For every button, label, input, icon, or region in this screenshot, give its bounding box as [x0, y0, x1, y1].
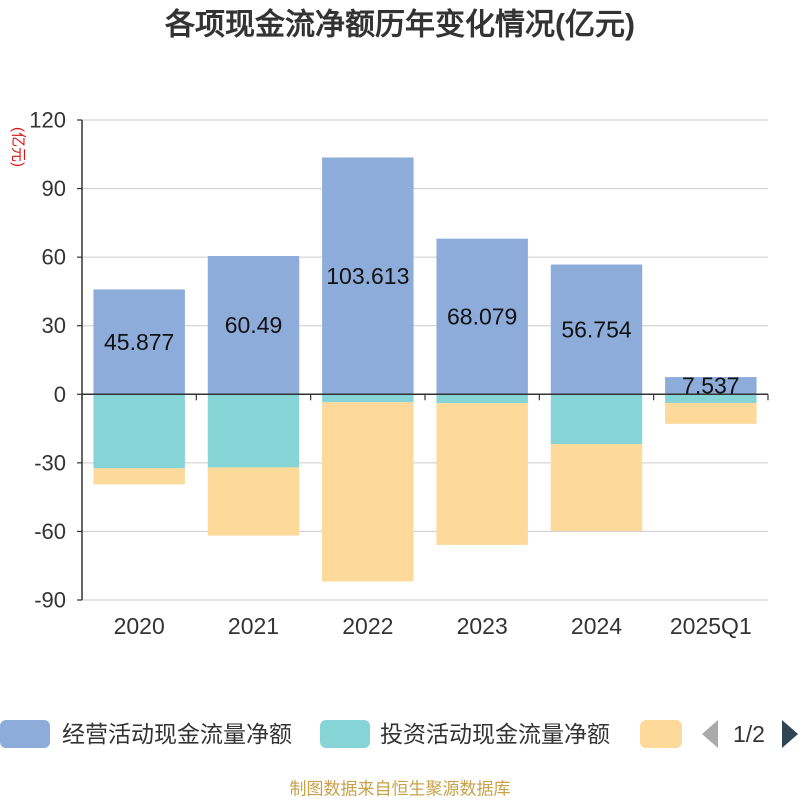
x-tick-label-2021: 2021	[228, 613, 279, 639]
bar-series2-2022	[322, 402, 414, 582]
legend-label-operating: 经营活动现金流量净额	[62, 721, 292, 747]
axis-layer: 120 90 60 30 0 -30 -60 -90 2020 2021 2022 2023 2024 2…	[29, 108, 769, 639]
bar-series1-2025Q1	[665, 394, 757, 403]
bar-series1-2023	[436, 394, 528, 404]
x-tick-label-2024: 2024	[571, 613, 622, 639]
bar-series2-2021	[207, 467, 300, 536]
legend-item-investing-cash-flow[interactable]: 投资活动现金流量净额	[320, 720, 610, 748]
y-tick-label: 30	[42, 313, 66, 338]
bar-layer	[93, 157, 757, 582]
y-tick-label: -30	[34, 450, 66, 475]
data-label-2022: 103.613	[326, 263, 409, 289]
data-label-2020: 45.877	[104, 329, 174, 355]
data-label-layer: 45.877 60.49 103.613 68.079 56.754 7.537	[104, 263, 740, 399]
bar-series1-2022	[322, 394, 414, 403]
bar-series2-2023	[436, 403, 528, 545]
chart-title: 各项现金流净额历年变化情况(亿元)	[164, 8, 635, 42]
chevron-left-icon	[702, 720, 718, 748]
y-tick-label: 60	[42, 245, 66, 270]
bar-series1-2024	[550, 394, 643, 445]
y-axis-name: (亿元)	[10, 127, 27, 167]
bar-series0-2023	[436, 238, 528, 395]
x-tick-label-2025Q1: 2025Q1	[670, 613, 752, 639]
bar-series0-2025Q1	[665, 377, 757, 395]
data-label-2024: 56.754	[561, 316, 632, 342]
bar-series2-2024	[550, 444, 643, 531]
bar-series1-2020	[93, 394, 185, 469]
y-tick-label: 120	[29, 108, 66, 133]
bar-series0-2020	[93, 289, 185, 395]
legend: 经营活动现金流量净额 投资活动现金流量净额 1/2	[0, 720, 798, 748]
legend-swatch-third	[640, 720, 682, 748]
x-tick-label-2023: 2023	[457, 613, 508, 639]
legend-page-indicator: 1/2	[733, 721, 765, 747]
legend-next-button[interactable]	[782, 720, 798, 748]
x-tick-label-2020: 2020	[114, 613, 165, 639]
chevron-right-icon	[782, 720, 798, 748]
x-tick-label-2022: 2022	[342, 613, 393, 639]
bar-series2-2025Q1	[665, 402, 757, 424]
y-tick-label: -90	[34, 588, 66, 613]
source-note: 制图数据来自恒生聚源数据库	[290, 780, 511, 799]
legend-swatch-investing	[320, 720, 370, 748]
y-tick-label: 0	[54, 382, 66, 407]
legend-swatch-operating	[0, 720, 50, 748]
grid-layer	[82, 119, 768, 601]
legend-prev-button[interactable]	[702, 720, 718, 748]
y-tick-label: -60	[34, 519, 66, 544]
data-label-2023: 68.079	[447, 303, 517, 329]
legend-item-third-series[interactable]	[640, 720, 682, 748]
bar-series0-2024	[550, 264, 643, 395]
bar-series0-2022	[322, 157, 414, 395]
legend-item-operating-cash-flow[interactable]: 经营活动现金流量净额	[0, 720, 292, 748]
data-label-2025Q1: 7.537	[682, 373, 740, 399]
bar-series2-2020	[93, 468, 185, 485]
y-tick-label: 90	[42, 176, 66, 201]
bar-series1-2021	[207, 394, 300, 468]
legend-label-investing: 投资活动现金流量净额	[380, 721, 610, 747]
bar-series0-2021	[207, 256, 300, 395]
data-label-2021: 60.49	[225, 312, 283, 338]
